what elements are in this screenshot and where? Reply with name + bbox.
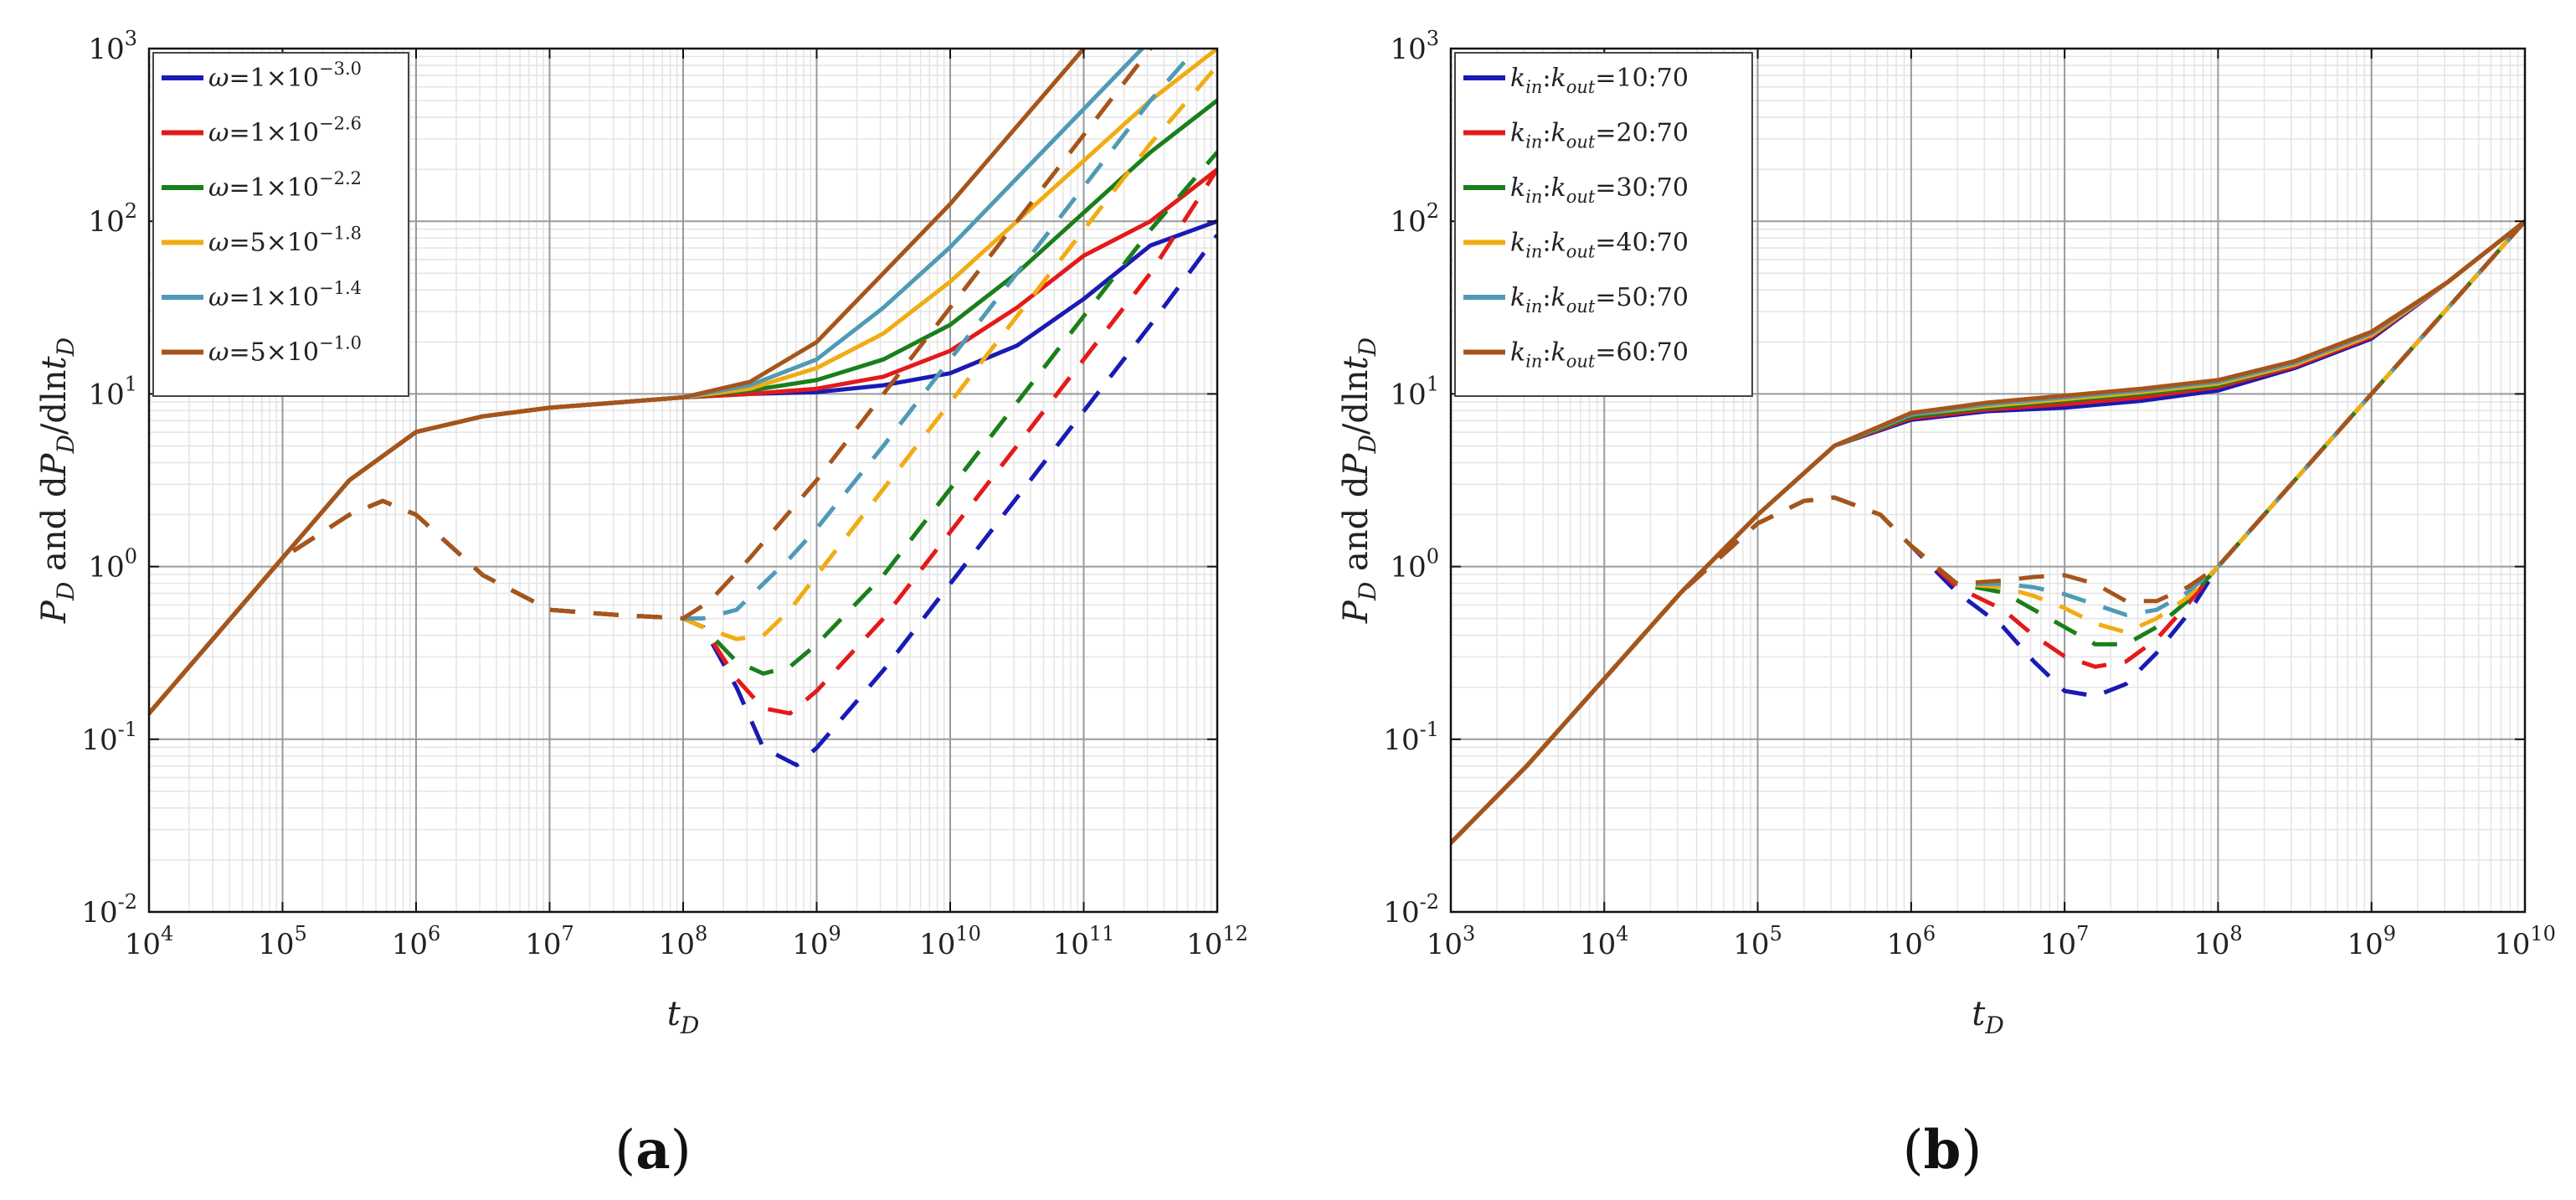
y-tick-label: 101 bbox=[1390, 372, 1439, 411]
y-axis-label: PD and dPD/dlntD bbox=[35, 337, 80, 624]
legend-entry: ω=1×10−3.0 bbox=[208, 59, 362, 93]
y-tick-label: 10-2 bbox=[1383, 890, 1439, 930]
legend-entry: ω=1×10−2.2 bbox=[208, 168, 362, 203]
x-tick-label: 103 bbox=[1427, 922, 1476, 961]
legend-entry: kin:kout=10:70 bbox=[1510, 64, 1689, 97]
curves bbox=[149, 49, 1217, 768]
x-tick-label: 109 bbox=[792, 922, 841, 961]
y-tick-label: 103 bbox=[88, 27, 137, 66]
derivative-curve-4 bbox=[149, 64, 1217, 715]
y-tick-label: 10-1 bbox=[1383, 718, 1439, 757]
legend: kin:kout=10:70 kin:kout=20:70 kin:kout=30:… bbox=[1454, 52, 1753, 397]
x-tick-label: 1010 bbox=[919, 922, 981, 961]
x-tick-label: 1010 bbox=[2494, 922, 2556, 961]
x-tick-label: 109 bbox=[2347, 922, 2396, 961]
x-tick-label: 107 bbox=[525, 922, 574, 961]
legend: ω=1×10−3.0 ω=1×10−2.6 ω=1×10−2.2 ω=5×10−1.8… bbox=[152, 52, 409, 397]
y-tick-label: 100 bbox=[1390, 545, 1439, 585]
y-tick-label: 100 bbox=[88, 545, 137, 585]
x-tick-label: 1012 bbox=[1186, 922, 1248, 961]
panel-caption: (b) bbox=[1903, 1119, 1982, 1182]
y-axis-label: PD and dPD/dlntD bbox=[1337, 337, 1381, 624]
legend-entry: kin:kout=20:70 bbox=[1510, 119, 1689, 152]
y-tick-label: 10-1 bbox=[81, 718, 137, 757]
panel-b: 103 104 105 106 107 108 109 1010 10-2 10-1 100 101 1… bbox=[1337, 27, 2556, 1182]
legend-entry: ω=1×10−1.4 bbox=[208, 278, 362, 312]
y-tick-label: 10-2 bbox=[81, 890, 137, 930]
panel-a: 104 105 106 107 108 109 1010 1011 1012 10-2 10-1 10… bbox=[35, 27, 1248, 1182]
legend-entry: kin:kout=30:70 bbox=[1510, 173, 1689, 207]
y-tick-label: 102 bbox=[1390, 199, 1439, 239]
derivative-curve-5 bbox=[149, 49, 1200, 715]
x-tick-label: 106 bbox=[392, 922, 441, 961]
legend-entry: ω=1×10−2.6 bbox=[208, 114, 362, 148]
derivative-curve-3 bbox=[1451, 219, 2525, 845]
curves bbox=[1451, 219, 2525, 845]
x-tick-label: 104 bbox=[1580, 922, 1629, 961]
axes-frame bbox=[1449, 47, 2527, 914]
pressure-curve-6 bbox=[149, 49, 1087, 716]
legend-entry: kin:kout=60:70 bbox=[1510, 338, 1689, 372]
derivative-curve-6 bbox=[149, 49, 1154, 715]
legend-entry: ω=5×10−1.8 bbox=[208, 224, 362, 258]
panel-caption: (a) bbox=[614, 1119, 691, 1182]
x-tick-label: 104 bbox=[125, 922, 174, 961]
tick-marks bbox=[1450, 48, 2526, 913]
x-axis-label: tD bbox=[1972, 995, 2004, 1039]
x-tick-label: 107 bbox=[2040, 922, 2090, 961]
legend-box bbox=[1454, 52, 1753, 397]
legend-entry: kin:kout=50:70 bbox=[1510, 283, 1689, 317]
y-tick-label: 101 bbox=[88, 372, 137, 411]
x-tick-label: 106 bbox=[1887, 922, 1936, 961]
x-tick-label: 1011 bbox=[1053, 922, 1115, 961]
legend-entry: ω=5×10−1.0 bbox=[208, 333, 362, 368]
x-tick-label: 105 bbox=[258, 922, 307, 961]
derivative-curve-6 bbox=[1451, 219, 2525, 845]
y-tick-label: 103 bbox=[1390, 27, 1439, 66]
y-tick-label: 102 bbox=[88, 199, 137, 239]
x-tick-label: 105 bbox=[1733, 922, 1782, 961]
legend-entry: kin:kout=40:70 bbox=[1510, 229, 1689, 262]
x-tick-label: 108 bbox=[2193, 922, 2243, 961]
x-tick-label: 108 bbox=[659, 922, 708, 961]
x-axis-label: tD bbox=[667, 995, 700, 1039]
tick-marks bbox=[148, 48, 1218, 913]
legend-box bbox=[152, 52, 409, 397]
derivative-curve-4 bbox=[1451, 219, 2525, 845]
